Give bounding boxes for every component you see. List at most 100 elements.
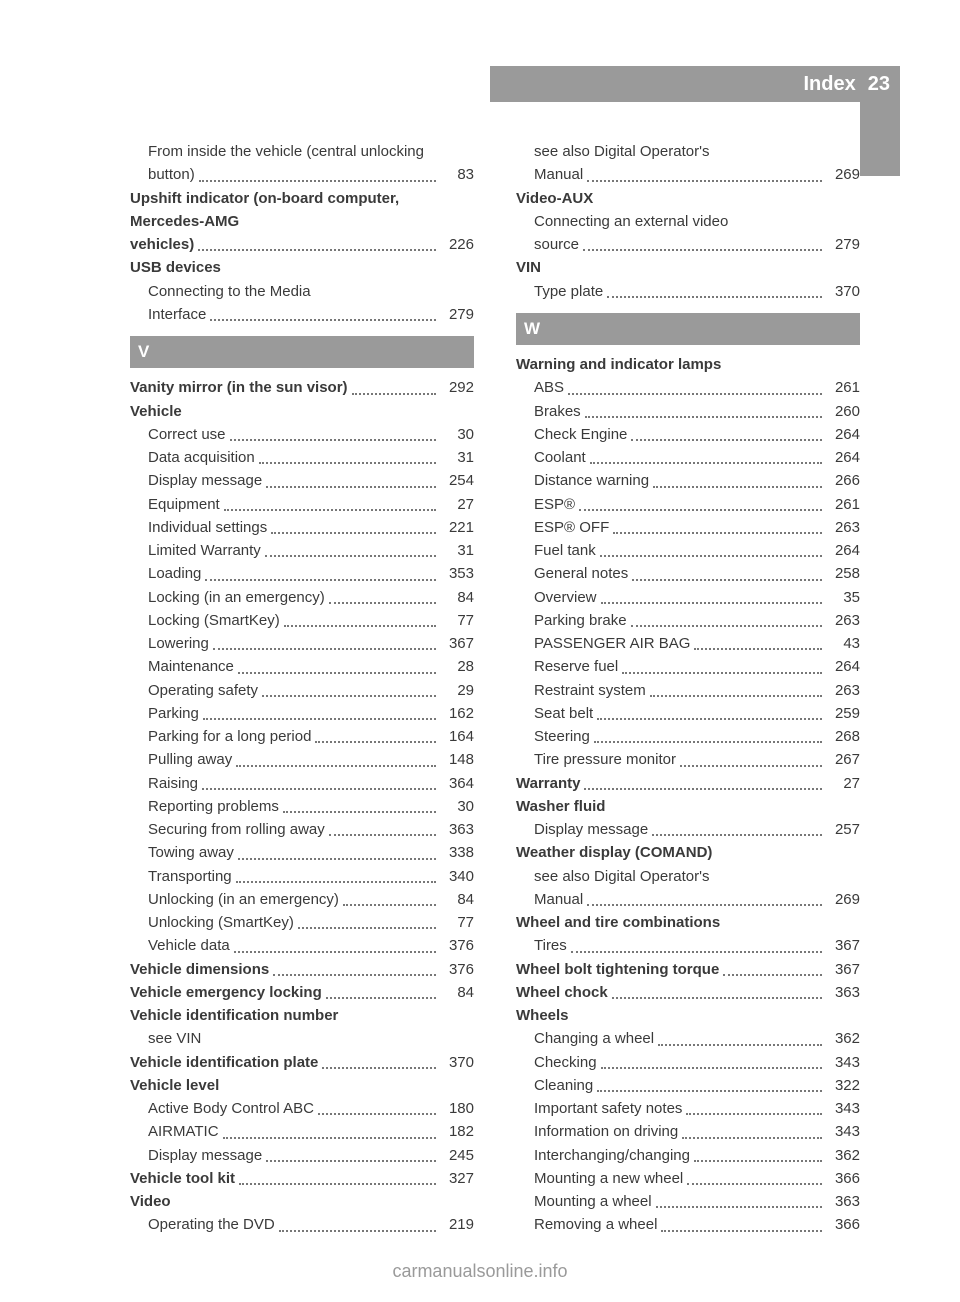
index-label: Parking brake xyxy=(534,609,627,632)
index-page: 84 xyxy=(440,888,474,911)
index-entry: Display message245 xyxy=(130,1144,474,1167)
index-entry: Lowering367 xyxy=(130,632,474,655)
footer-watermark: carmanualsonline.info xyxy=(0,1261,960,1282)
index-entry: General notes258 xyxy=(516,562,860,585)
index-label: source xyxy=(534,233,579,256)
index-page: 367 xyxy=(826,958,860,981)
index-label: Cleaning xyxy=(534,1074,593,1097)
index-entry: Correct use 30 xyxy=(130,423,474,446)
leader-dots xyxy=(622,672,822,674)
index-page: 257 xyxy=(826,818,860,841)
leader-dots xyxy=(723,974,822,976)
index-entry: Unlocking (SmartKey)77 xyxy=(130,911,474,934)
index-entry: Cleaning322 xyxy=(516,1074,860,1097)
leader-dots xyxy=(239,1183,436,1185)
index-heading: USB devices xyxy=(130,256,474,279)
leader-dots xyxy=(597,1090,822,1092)
index-label: button) xyxy=(148,163,195,186)
index-entry: Tires367 xyxy=(516,934,860,957)
leader-dots xyxy=(266,486,436,488)
index-entry: Vehicle dimensions376 xyxy=(130,958,474,981)
index-heading: Wheels xyxy=(516,1004,860,1027)
index-entry: Changing a wheel362 xyxy=(516,1027,860,1050)
index-label: Manual xyxy=(534,888,583,911)
index-label: AIRMATIC xyxy=(148,1120,219,1143)
index-label: Equipment xyxy=(148,493,220,516)
index-heading: Vehicle identification number xyxy=(130,1004,474,1027)
index-page: 279 xyxy=(826,233,860,256)
index-label: ESP® OFF xyxy=(534,516,609,539)
index-label: Upshift indicator (on-board computer, Me… xyxy=(130,187,474,234)
index-label: ESP® xyxy=(534,493,575,516)
index-page: 353 xyxy=(440,562,474,585)
index-label: Unlocking (SmartKey) xyxy=(148,911,294,934)
index-heading: Wheel and tire combinations xyxy=(516,911,860,934)
index-page: 260 xyxy=(826,400,860,423)
leader-dots xyxy=(236,881,436,883)
leader-dots xyxy=(198,249,436,251)
index-page: 266 xyxy=(826,469,860,492)
index-label: Correct use xyxy=(148,423,226,446)
index-page: 367 xyxy=(826,934,860,957)
index-label: Connecting an external video xyxy=(534,210,860,233)
index-label: Important safety notes xyxy=(534,1097,682,1120)
index-page: 264 xyxy=(826,539,860,562)
index-entry: Reporting problems30 xyxy=(130,795,474,818)
index-entry: Parking for a long period164 xyxy=(130,725,474,748)
leader-dots xyxy=(230,439,436,441)
index-page: 259 xyxy=(826,702,860,725)
index-page: 343 xyxy=(826,1120,860,1143)
index-label: Display message xyxy=(148,469,262,492)
leader-dots xyxy=(352,393,436,395)
leader-dots xyxy=(298,927,436,929)
leader-dots xyxy=(653,486,822,488)
leader-dots xyxy=(318,1113,436,1115)
leader-dots xyxy=(694,1160,822,1162)
leader-dots xyxy=(265,555,436,557)
index-entry: Information on driving 343 xyxy=(516,1120,860,1143)
index-entry: ABS 261 xyxy=(516,376,860,399)
index-label: Pulling away xyxy=(148,748,232,771)
index-entry: Active Body Control ABC180 xyxy=(130,1097,474,1120)
leader-dots xyxy=(613,532,822,534)
index-heading: Video-AUX xyxy=(516,187,860,210)
index-label: Check Engine xyxy=(534,423,627,446)
index-entry: Operating safety29 xyxy=(130,679,474,702)
leader-dots xyxy=(661,1230,822,1232)
index-entry: Fuel tank264 xyxy=(516,539,860,562)
index-page: 30 xyxy=(440,423,474,446)
index-entry: Display message254 xyxy=(130,469,474,492)
index-label: Information on driving xyxy=(534,1120,678,1143)
index-page: 267 xyxy=(826,748,860,771)
index-page: 261 xyxy=(826,376,860,399)
index-label: Raising xyxy=(148,772,198,795)
leader-dots xyxy=(322,1067,436,1069)
index-page: 31 xyxy=(440,446,474,469)
index-page: 362 xyxy=(826,1144,860,1167)
index-label: Vehicle data xyxy=(148,934,230,957)
index-entry: PASSENGER AIR BAG43 xyxy=(516,632,860,655)
index-label: Loading xyxy=(148,562,201,585)
index-page: 363 xyxy=(440,818,474,841)
leader-dots xyxy=(594,741,822,743)
leader-dots xyxy=(631,439,822,441)
index-label: see also Digital Operator's xyxy=(534,140,860,163)
index-page: 258 xyxy=(826,562,860,585)
leader-dots xyxy=(202,788,436,790)
leader-dots xyxy=(329,602,436,604)
index-entry: Seat belt259 xyxy=(516,702,860,725)
index-page: 263 xyxy=(826,516,860,539)
index-page: 84 xyxy=(440,981,474,1004)
index-entry: Vanity mirror (in the sun visor)292 xyxy=(130,376,474,399)
index-label: Steering xyxy=(534,725,590,748)
index-entry: Wheel bolt tightening torque367 xyxy=(516,958,860,981)
index-label: Vehicle tool kit xyxy=(130,1167,235,1190)
index-label: see also Digital Operator's xyxy=(534,865,860,888)
index-label: ABS xyxy=(534,376,564,399)
index-label: Tire pressure monitor xyxy=(534,748,676,771)
index-page: 27 xyxy=(826,772,860,795)
index-entry: Check Engine264 xyxy=(516,423,860,446)
index-page: 269 xyxy=(826,163,860,186)
index-page: 376 xyxy=(440,958,474,981)
index-entry: Connecting an external videosource 279 xyxy=(516,210,860,257)
